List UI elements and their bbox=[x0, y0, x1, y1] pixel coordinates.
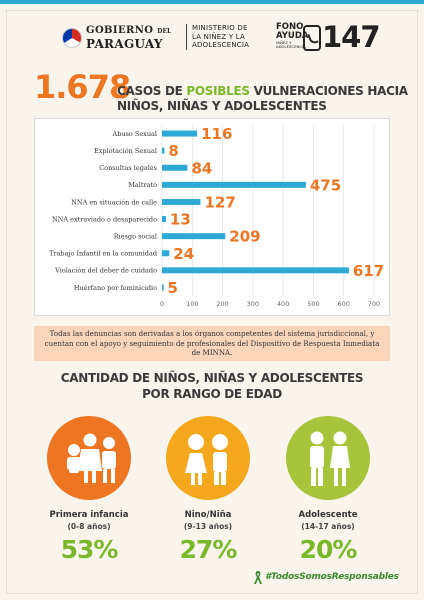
age-group-percent: 53% bbox=[60, 535, 119, 564]
bar bbox=[162, 284, 164, 291]
cases-bar-chart: 0 100 200 300 400 500 600 700 Abuso Sexual 116 Exp… bbox=[49, 125, 384, 308]
phone-icon bbox=[303, 25, 321, 51]
data-label: 8 bbox=[168, 142, 178, 160]
government-logo-text: GOBIERNO DEL PARAGUAY bbox=[86, 25, 171, 50]
age-group-label: Primera infancia bbox=[49, 510, 129, 520]
chart-container: 0 100 200 300 400 500 600 700 Abuso Sexual 116 Exp… bbox=[34, 118, 390, 316]
category-label: NNA extraviado o desaparecido bbox=[52, 215, 157, 223]
title-part2: VULNERACIONES HACIA bbox=[249, 84, 408, 98]
ministry-line1: MINISTERIO DE bbox=[192, 24, 248, 32]
data-label: 13 bbox=[170, 211, 191, 229]
bar bbox=[162, 198, 201, 205]
total-cases: 1.678 bbox=[34, 68, 131, 106]
fono-ayuda-logo: FONO AYUDA NIÑEZ Y ADOLESCENCIA bbox=[276, 23, 308, 49]
title-line1: CASOS DE POSIBLES VULNERACIONES HACIA bbox=[117, 84, 408, 98]
bar bbox=[162, 267, 349, 274]
data-label: 475 bbox=[310, 176, 341, 194]
age-group-range: (14-17 años) bbox=[301, 522, 355, 531]
category-label: Maltrato bbox=[128, 181, 157, 189]
age-group-percent: 20% bbox=[299, 535, 358, 564]
bar bbox=[162, 233, 226, 240]
x-tick-label: 700 bbox=[368, 300, 380, 308]
age-group-range: (9-13 años) bbox=[183, 522, 233, 531]
teens-icon bbox=[310, 431, 350, 486]
age-group-label: Nino/Niña bbox=[184, 510, 232, 520]
x-tick-label: 400 bbox=[277, 300, 289, 308]
x-tick-label: 0 bbox=[160, 300, 164, 308]
title-highlight: POSIBLES bbox=[186, 84, 250, 98]
age-group-label: Adolescente bbox=[298, 510, 358, 520]
category-label: Huérfano por feminicidio bbox=[74, 284, 157, 292]
fono-line2: AYUDA bbox=[276, 31, 309, 41]
data-label: 617 bbox=[353, 262, 384, 280]
x-tick-label: 200 bbox=[216, 300, 228, 308]
data-label: 5 bbox=[168, 279, 178, 297]
age-group-circle-adolescente bbox=[286, 416, 370, 500]
x-tick-label: 100 bbox=[186, 300, 198, 308]
fono-line4: ADOLESCENCIA bbox=[276, 44, 306, 49]
age-group-circle-infancia bbox=[47, 416, 131, 500]
category-label: Riesgo social bbox=[114, 232, 157, 240]
awareness-ribbon-icon bbox=[254, 571, 262, 584]
bar bbox=[162, 181, 306, 188]
data-label: 116 bbox=[201, 125, 232, 143]
category-label: Violación del deber de cuidado bbox=[54, 267, 157, 275]
gov-line1: GOBIERNO bbox=[86, 25, 154, 36]
title-line2: NIÑOS, NIÑAS Y ADOLESCENTES bbox=[117, 99, 327, 113]
bar bbox=[162, 164, 188, 171]
data-label: 84 bbox=[191, 159, 212, 177]
x-tick-label: 300 bbox=[247, 300, 259, 308]
category-label: Abuso Sexual bbox=[112, 130, 157, 138]
header-divider bbox=[186, 24, 187, 50]
gov-line2: PARAGUAY bbox=[86, 37, 163, 51]
category-label: Explotación Sexual bbox=[94, 147, 157, 155]
age-section-title-line1: CANTIDAD DE NIÑOS, NIÑAS Y ADOLESCENTES bbox=[60, 371, 364, 385]
bar bbox=[162, 130, 198, 137]
helpline-number: 147 bbox=[322, 20, 381, 54]
age-group-range: (0-8 años) bbox=[67, 522, 111, 531]
bar bbox=[162, 216, 166, 223]
x-tick-label: 500 bbox=[307, 300, 319, 308]
bar bbox=[162, 250, 170, 257]
family-icon bbox=[67, 433, 116, 483]
fono-line1: FONO bbox=[276, 22, 304, 32]
bar bbox=[162, 147, 165, 154]
ministry-line2: LA NIÑEZ Y LA bbox=[192, 32, 246, 41]
campaign-hashtag: #TodosSomosResponsables bbox=[265, 572, 399, 582]
data-label: 127 bbox=[204, 193, 235, 211]
age-section-title-line2: POR RANGO DE EDAD bbox=[142, 387, 282, 401]
referral-note: Todas las denuncias son derivadas a los … bbox=[34, 326, 390, 361]
age-group-percent: 27% bbox=[179, 535, 238, 564]
x-tick-label: 600 bbox=[338, 300, 350, 308]
title-part1: CASOS DE bbox=[117, 84, 187, 98]
data-label: 209 bbox=[229, 228, 260, 246]
ministry-name: MINISTERIO DE LA NIÑEZ Y LA ADOLESCENCIA bbox=[192, 24, 249, 50]
age-group-circle-nino bbox=[166, 416, 250, 500]
fono-line3: NIÑEZ Y bbox=[276, 40, 292, 45]
data-label: 24 bbox=[173, 245, 194, 263]
ministry-line3: ADOLESCENCIA bbox=[192, 41, 250, 50]
category-label: Consultas legales bbox=[99, 164, 157, 172]
gov-line1-del: DEL bbox=[157, 28, 172, 35]
category-label: Trabajo Infantil en la comunidad bbox=[49, 250, 157, 258]
paraguay-seal-icon bbox=[62, 28, 82, 48]
category-label: NNA en situación de calle bbox=[71, 198, 157, 206]
children-icon bbox=[185, 434, 228, 485]
